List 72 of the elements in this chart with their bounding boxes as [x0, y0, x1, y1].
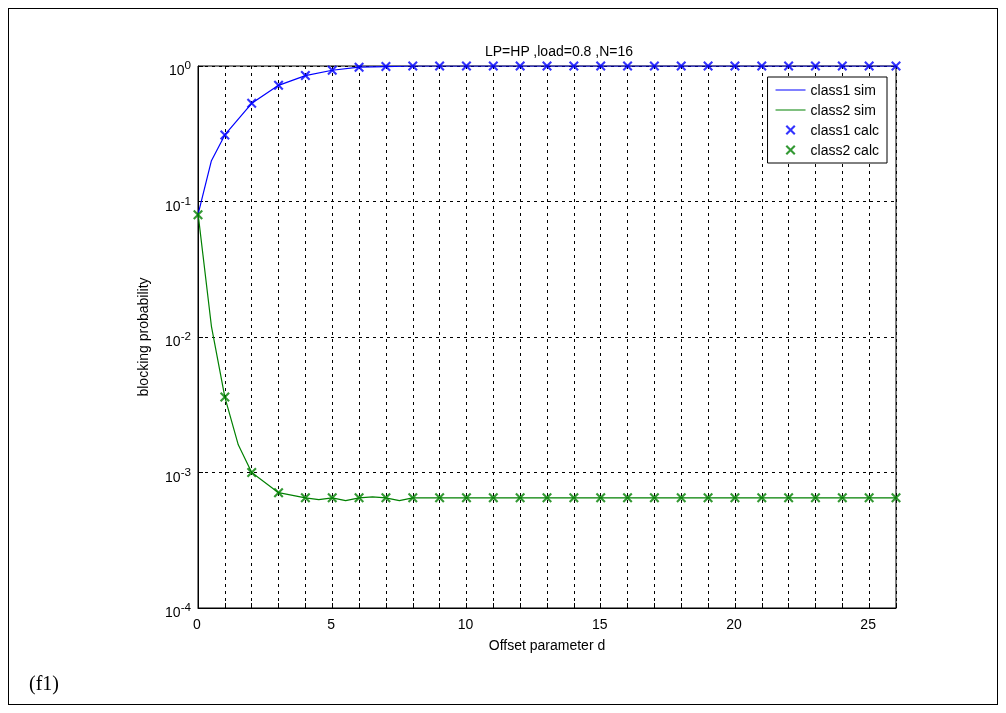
point: [810, 492, 821, 503]
point: [434, 61, 445, 71]
point: [729, 61, 740, 71]
point: [219, 392, 230, 403]
point: [783, 61, 794, 71]
x-axis-title: Offset parameter d: [488, 637, 606, 653]
point: [622, 492, 633, 503]
point: [837, 61, 848, 71]
x-tick-label: 25: [860, 615, 876, 633]
point: [300, 492, 311, 503]
point: [729, 492, 740, 503]
point: [354, 492, 365, 503]
legend-label: class1 calc: [810, 122, 879, 138]
point: [273, 487, 284, 498]
point: [649, 492, 660, 503]
x-tick-label: 5: [327, 615, 336, 633]
point: [622, 61, 633, 71]
y-tick-label: 10$^{-1}$: [165, 192, 191, 215]
legend-label: class1 sim: [810, 82, 876, 98]
point: [380, 61, 391, 72]
point: [354, 62, 365, 73]
point: [568, 61, 579, 71]
point: [193, 209, 203, 220]
point: [891, 61, 901, 71]
x-tick-label: 20: [726, 615, 742, 633]
point: [488, 61, 499, 71]
point: [676, 61, 687, 71]
point: [542, 61, 552, 71]
point: [327, 492, 338, 503]
point: [756, 492, 767, 503]
point: [756, 61, 767, 71]
point: [595, 492, 606, 503]
point: [246, 98, 257, 109]
point: [434, 492, 445, 503]
point: [515, 492, 526, 503]
point: [380, 492, 391, 503]
x-tick-label: 0: [193, 615, 201, 633]
point: [810, 61, 821, 71]
chart-title: LP=HP ,load=0.8 ,N=16: [484, 43, 634, 59]
y-axis-title: blocking probability: [135, 277, 151, 397]
point: [864, 61, 875, 71]
y-tick-label: 10$^{0}$: [168, 57, 191, 79]
point: [864, 492, 875, 503]
point: [488, 492, 499, 503]
point: [542, 492, 552, 503]
point: [703, 492, 714, 503]
point: [703, 61, 714, 71]
point: [595, 61, 606, 71]
legend-label: class2 calc: [810, 142, 879, 158]
text: (f1): [29, 672, 59, 695]
y-tick-label: 10$^{-3}$: [165, 463, 191, 486]
point: [568, 492, 579, 503]
point: [407, 492, 418, 503]
point: [300, 70, 311, 81]
x-tick-label: 10: [457, 615, 474, 633]
point: [837, 492, 848, 503]
point: [273, 80, 284, 91]
y-tick-label: 10$^{-2}$: [165, 328, 191, 350]
point: [219, 129, 230, 140]
y-tick-label: 10$^{-4}$: [165, 599, 191, 621]
x-tick-label: 15: [591, 615, 608, 633]
point: [649, 61, 660, 71]
point: [461, 492, 472, 503]
point: [327, 65, 338, 76]
point: [407, 61, 418, 71]
point: [891, 492, 901, 503]
point: [246, 467, 257, 478]
point: [515, 61, 526, 71]
point: [461, 61, 472, 71]
point: [676, 492, 687, 503]
legend-label: class2 sim: [810, 102, 876, 118]
point: [783, 492, 794, 503]
